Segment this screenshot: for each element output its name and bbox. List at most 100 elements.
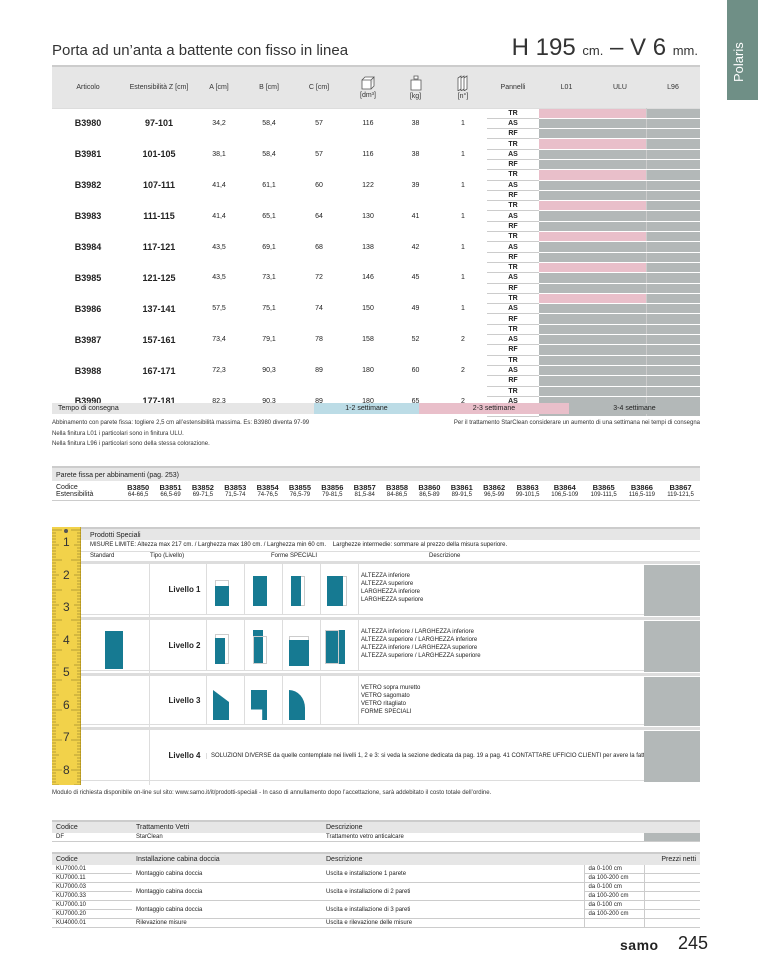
panel-type: AS (487, 149, 539, 160)
header-label: L01 (560, 83, 573, 91)
finish-l01 (539, 323, 594, 336)
fixed-panel-item: B3867 119-121,5 (661, 481, 700, 501)
fixed-panel-item: B3855 76,5-79 (283, 481, 317, 501)
price-cell (644, 621, 700, 672)
cell-b: 58,4 (244, 107, 294, 140)
tape-number: 8 (63, 762, 70, 777)
install-name: Rilevazione misure (132, 918, 322, 928)
cell-n: 1 (439, 231, 487, 263)
install-price (643, 900, 700, 910)
install-price (643, 882, 700, 892)
desc-lines: VETRO sopra muretto VETRO sagomato VETRO r… (361, 684, 688, 716)
shape-icon (215, 638, 225, 664)
cell-c: 60 (294, 169, 344, 202)
finish-ulu (594, 313, 647, 325)
finish-l96 (646, 313, 700, 325)
finish-l96 (646, 149, 700, 160)
table-row: B3987 157-161 73,4 79,1 78 158 52 2 TR (52, 323, 700, 356)
cell-dm3: 116 (344, 107, 392, 140)
cell-a: 57,5 (194, 292, 244, 325)
fixed-code: B3851 (159, 483, 182, 492)
finish-l01 (539, 107, 594, 119)
cell-n: 1 (439, 138, 487, 171)
panel-type: TR (487, 261, 539, 274)
cell-n: 1 (439, 169, 487, 202)
table-row: AS (52, 149, 700, 160)
finish-l96 (646, 159, 700, 171)
price-cell (644, 565, 700, 616)
desc-line: VETRO ritagliato (361, 701, 407, 707)
install-name: Montaggio cabina doccia (132, 882, 322, 901)
shape-icon (325, 630, 345, 664)
finish-ulu (594, 375, 647, 387)
tape-number: 1 (63, 535, 70, 549)
fixed-range: 116,5-119 (628, 492, 655, 498)
finish-l96 (646, 190, 700, 202)
cell-art: B3982 (52, 169, 124, 202)
cell-kg: 42 (392, 231, 439, 263)
panel-type: RF (487, 190, 539, 202)
level-description: ALTEZZA inferiore ALTEZZA superiore LARGHE… (358, 564, 688, 614)
finish-ulu (594, 231, 647, 243)
height-label: H 195 cm. – V 6 mm. (512, 34, 698, 62)
fixed-code: B3862 (483, 483, 506, 492)
col-descrizione: Descrizione (429, 553, 461, 559)
panel-type: AS (487, 210, 539, 222)
header-2: A [cm] (194, 65, 244, 108)
shape-icon (289, 640, 309, 666)
finish-l01 (539, 221, 594, 233)
th-trattamento: Trattamento Vetri (132, 820, 322, 833)
page-number: 245 (678, 933, 709, 953)
cell-z: 157-161 (124, 323, 194, 356)
fixed-range: 71,5-74 (225, 492, 246, 498)
header-label: Pannelli (500, 83, 526, 91)
col-tipo: Tipo (Livello) (150, 553, 185, 559)
cell-c: 68 (294, 231, 344, 263)
fixed-code: B3860 (418, 483, 441, 492)
shape-cell (206, 676, 244, 724)
cell-art: B3980 (52, 107, 124, 140)
desc-line: VETRO sagomato (361, 693, 410, 699)
install-row: KU7000.20 da 100-200 cm (52, 909, 700, 919)
weight-icon (392, 75, 439, 93)
panel-type: TR (487, 354, 539, 366)
fixed-panel-item: B3860 86,5-89 (413, 481, 446, 501)
cell-dm3: 122 (344, 169, 392, 202)
delivery-3-4: 3-4 settimane (569, 403, 700, 414)
finish-ulu (594, 365, 647, 377)
header-label: Estensibilità Z [cm] (129, 83, 189, 91)
shape-icon (289, 690, 305, 720)
finish-l96 (646, 128, 700, 140)
cell-n: 1 (439, 107, 487, 140)
treatment-code: DF (52, 833, 132, 842)
cell-a: 34,2 (194, 107, 244, 140)
cell-a: 72,3 (194, 354, 244, 387)
product-table: Articolo Estensibilità Z [cm] A [cm] B [cm]… (52, 65, 700, 418)
shape-icon (327, 576, 343, 606)
panel-type: TR (487, 292, 539, 305)
finish-ulu (594, 323, 647, 336)
cell-c: 57 (294, 107, 344, 140)
panel-type: AS (487, 334, 539, 346)
panel-type: AS (487, 180, 539, 191)
height-unit: cm. (582, 43, 604, 58)
side-tab: Polaris (727, 0, 758, 100)
install-range: da 100-200 cm (583, 891, 644, 901)
fixed-code: B3852 (191, 483, 214, 492)
install-code: KU7000.20 (52, 909, 132, 919)
finish-l96 (646, 323, 700, 336)
header-label: B [cm] (259, 83, 279, 91)
install-name: Montaggio cabina doccia (132, 900, 322, 919)
samo-logo: samo (620, 937, 659, 953)
install-row: KU7000.01 Montaggio cabina doccia Uscita e… (52, 865, 700, 883)
delivery-1-2: 1-2 settimane (314, 403, 419, 414)
finish-l96 (646, 252, 700, 263)
header-10: ULU (594, 65, 646, 108)
install-row: KU7000.03 Montaggio cabina doccia Uscita e… (52, 882, 700, 901)
fixed-range: 64-66,5 (128, 492, 149, 498)
finish-ulu (594, 261, 647, 274)
level-description: VETRO sopra muretto VETRO sagomato VETRO r… (358, 676, 688, 724)
cell-dm3: 146 (344, 261, 392, 294)
finish-l01 (539, 190, 594, 202)
fixed-code: B3857 (353, 483, 376, 492)
